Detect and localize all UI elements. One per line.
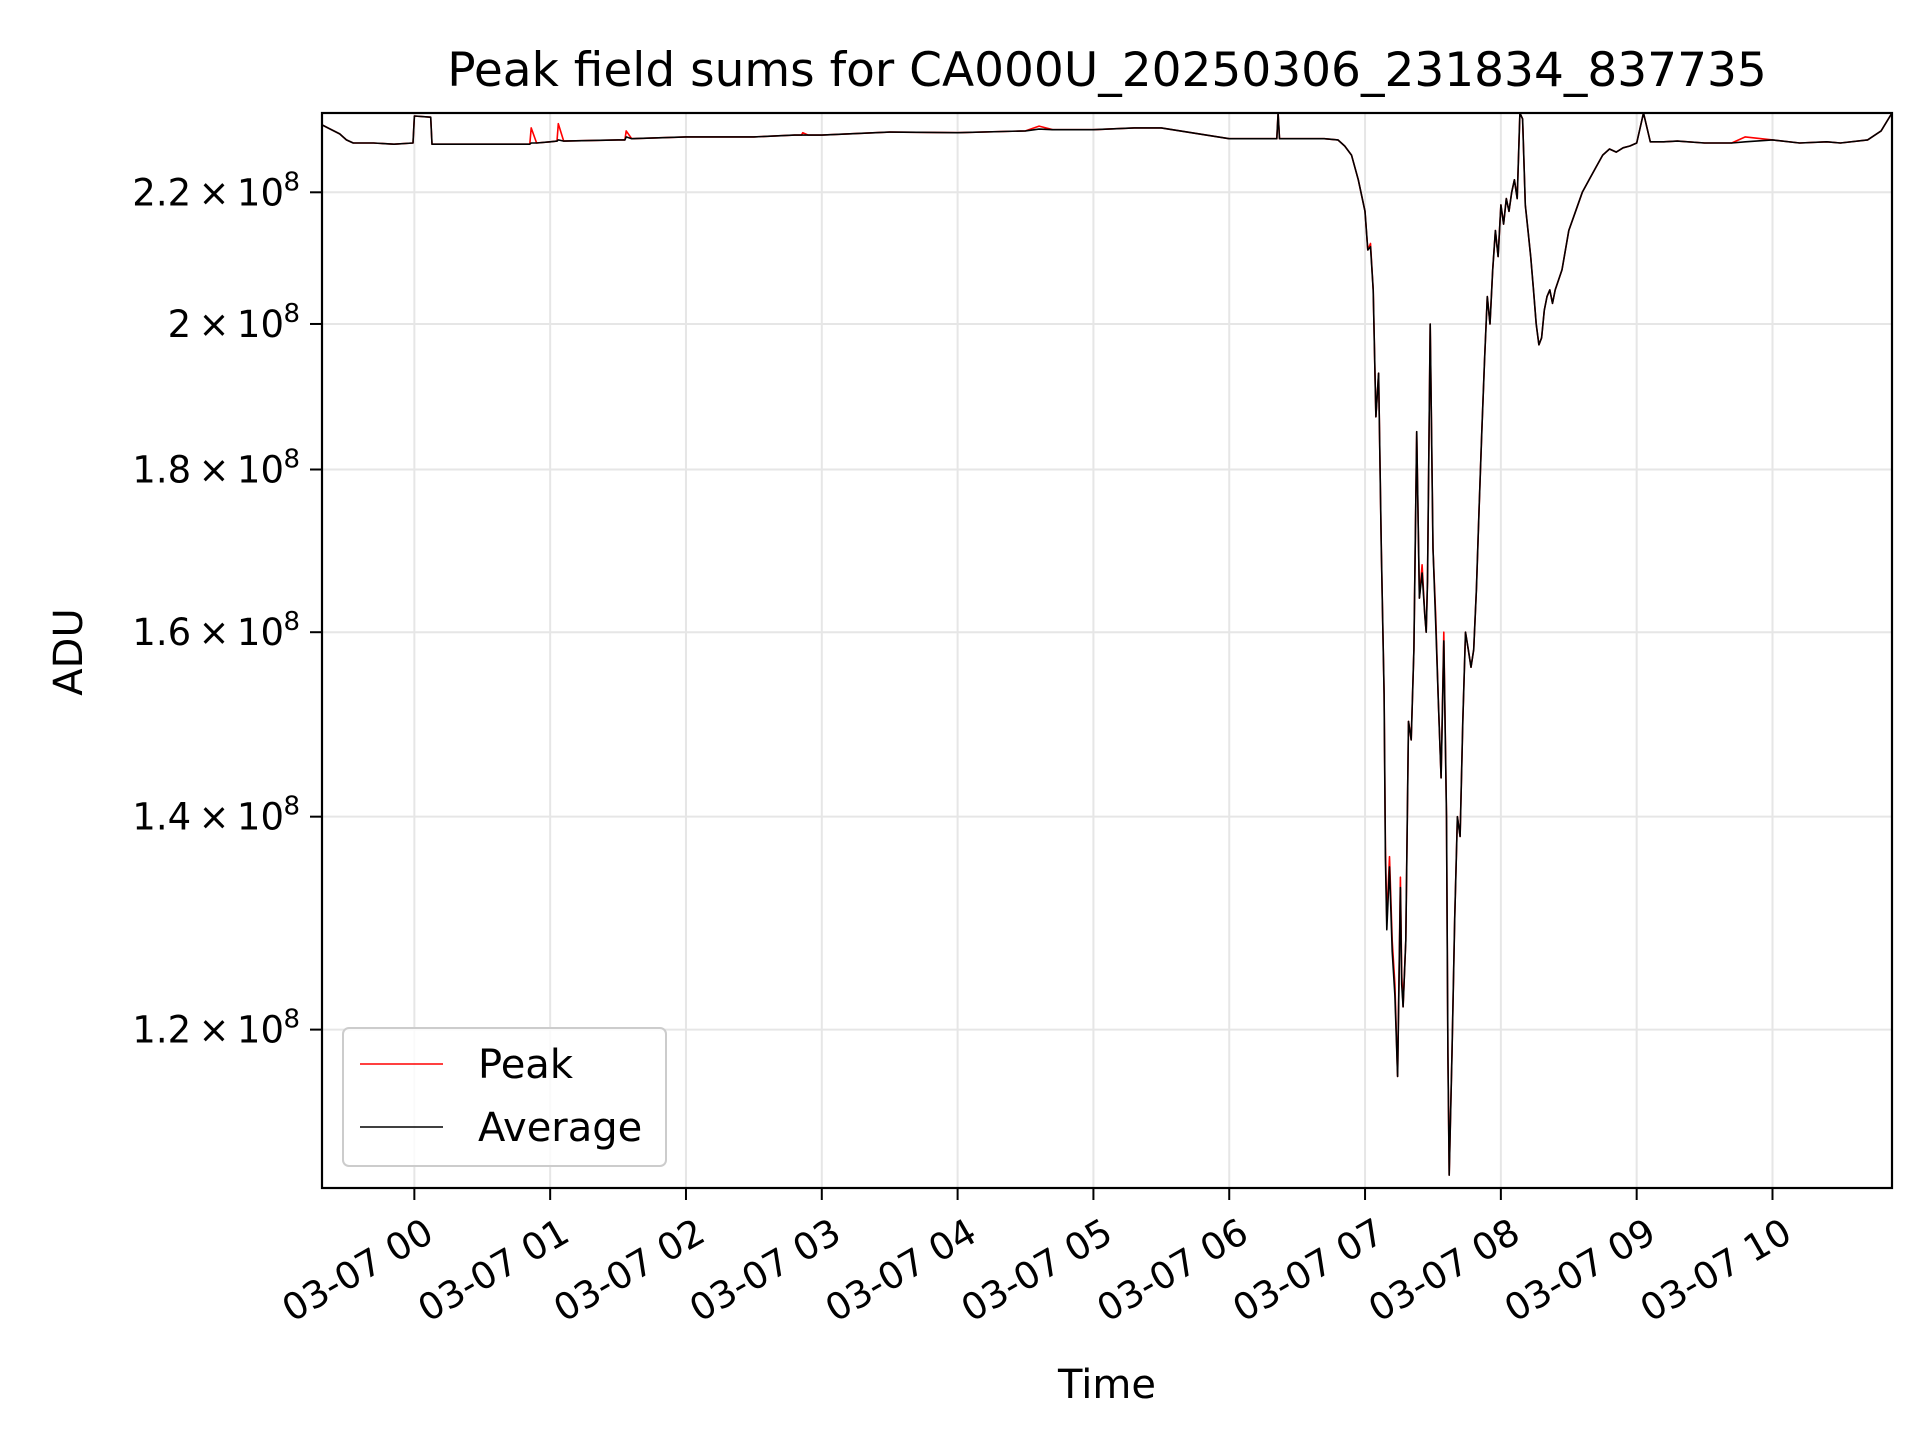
legend-label-peak: Peak: [478, 1042, 574, 1088]
legend: Peak Average: [342, 1027, 667, 1167]
y-tick-label: 1.4 × 10: [132, 796, 284, 839]
series-line-average: [322, 113, 1892, 1176]
y-tick-exponent: 8: [283, 167, 300, 197]
y-tick-label: 1.8 × 10: [132, 449, 284, 492]
y-tick-label: 2 × 10: [168, 303, 284, 346]
y-tick-exponent: 8: [283, 792, 300, 822]
grid: [322, 113, 1892, 1188]
chart-title: Peak field sums for CA000U_20250306_2318…: [447, 43, 1767, 98]
series-lines: [322, 113, 1892, 1176]
y-tick-label: 1.2 × 10: [132, 1009, 284, 1052]
legend-frame: [342, 1027, 667, 1167]
y-tick-label: 1.6 × 10: [132, 611, 284, 654]
y-axis-label: ADU: [46, 608, 92, 695]
legend-label-average: Average: [478, 1105, 642, 1151]
y-tick-label: 2.2 × 10: [132, 171, 284, 214]
y-tick-exponent: 8: [283, 1005, 300, 1035]
y-tick-exponent: 8: [283, 445, 300, 475]
plot-frame: [320, 111, 1894, 1190]
y-tick-exponent: 8: [283, 607, 300, 637]
y-tick-exponent: 8: [283, 299, 300, 329]
x-axis-label: Time: [1057, 1362, 1156, 1408]
